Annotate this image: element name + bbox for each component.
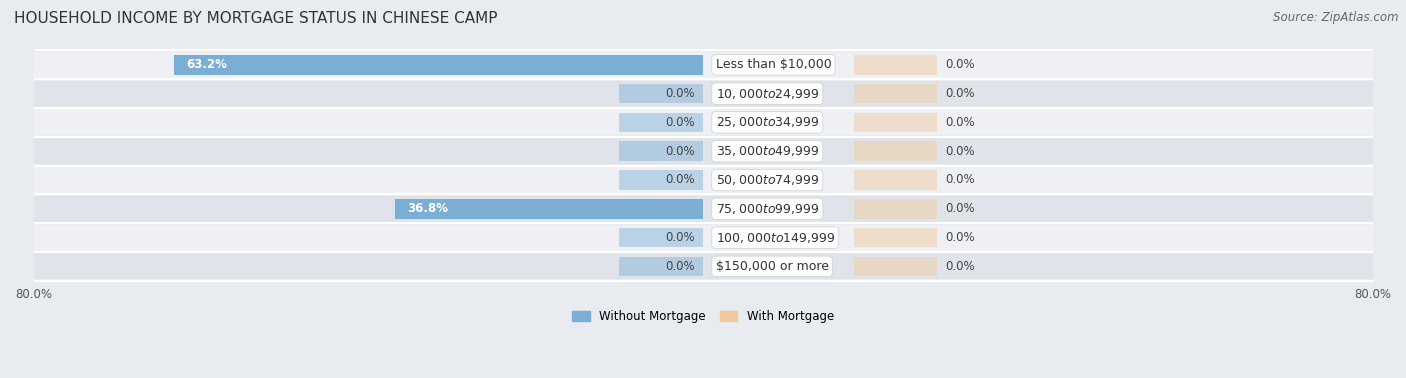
Text: 63.2%: 63.2% (187, 58, 228, 71)
Text: 0.0%: 0.0% (946, 87, 976, 100)
Bar (853, 55, 938, 74)
Text: 0.0%: 0.0% (665, 260, 695, 273)
Text: 0.0%: 0.0% (946, 202, 976, 215)
Bar (619, 257, 703, 276)
Text: 0.0%: 0.0% (946, 231, 976, 244)
Text: HOUSEHOLD INCOME BY MORTGAGE STATUS IN CHINESE CAMP: HOUSEHOLD INCOME BY MORTGAGE STATUS IN C… (14, 11, 498, 26)
Text: 0.0%: 0.0% (946, 58, 976, 71)
Text: 0.0%: 0.0% (665, 145, 695, 158)
Text: 0.0%: 0.0% (665, 116, 695, 129)
Bar (34, 196, 1372, 222)
Text: $25,000 to $34,999: $25,000 to $34,999 (716, 115, 820, 129)
Text: 0.0%: 0.0% (665, 87, 695, 100)
Bar (395, 199, 703, 218)
Bar (34, 81, 1372, 107)
Text: Source: ZipAtlas.com: Source: ZipAtlas.com (1274, 11, 1399, 24)
Text: $150,000 or more: $150,000 or more (716, 260, 828, 273)
Bar (853, 199, 938, 218)
Text: $50,000 to $74,999: $50,000 to $74,999 (716, 173, 820, 187)
Bar (619, 84, 703, 104)
Bar (34, 225, 1372, 251)
Text: $10,000 to $24,999: $10,000 to $24,999 (716, 87, 820, 101)
Bar (174, 55, 703, 74)
Bar (619, 141, 703, 161)
Bar (34, 167, 1372, 193)
Bar (853, 257, 938, 276)
Bar (619, 113, 703, 132)
Text: 0.0%: 0.0% (946, 116, 976, 129)
Bar (853, 170, 938, 190)
Bar (34, 110, 1372, 135)
Bar (34, 138, 1372, 164)
Text: $35,000 to $49,999: $35,000 to $49,999 (716, 144, 820, 158)
Text: 0.0%: 0.0% (946, 260, 976, 273)
Text: $75,000 to $99,999: $75,000 to $99,999 (716, 202, 820, 216)
Bar (34, 52, 1372, 78)
Bar (853, 228, 938, 247)
Text: 0.0%: 0.0% (665, 231, 695, 244)
Text: $100,000 to $149,999: $100,000 to $149,999 (716, 231, 835, 245)
Text: 0.0%: 0.0% (665, 174, 695, 186)
Legend: Without Mortgage, With Mortgage: Without Mortgage, With Mortgage (567, 305, 839, 328)
Bar (853, 141, 938, 161)
Bar (619, 228, 703, 247)
Bar (853, 113, 938, 132)
Text: 36.8%: 36.8% (408, 202, 449, 215)
Bar (34, 253, 1372, 279)
Text: 0.0%: 0.0% (946, 145, 976, 158)
Bar (619, 170, 703, 190)
Bar (853, 84, 938, 104)
Text: Less than $10,000: Less than $10,000 (716, 58, 831, 71)
Text: 0.0%: 0.0% (946, 174, 976, 186)
